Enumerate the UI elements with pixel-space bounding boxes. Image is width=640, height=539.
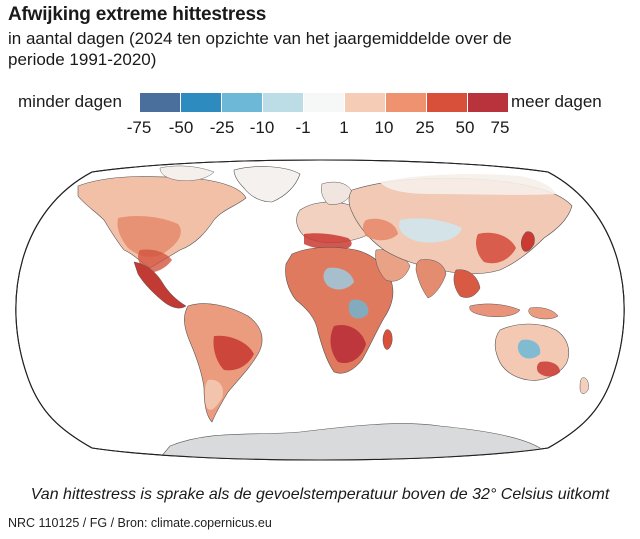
central-america <box>133 261 187 309</box>
legend-tick: 1 <box>339 118 349 137</box>
legend-tick: 25 <box>415 118 435 137</box>
legend-tick: -75 <box>126 118 152 137</box>
legend-swatch-5 <box>304 93 344 112</box>
africa <box>285 247 394 374</box>
legend-label-less: minder dagen <box>18 92 122 111</box>
africa-south-hot <box>330 324 366 364</box>
legend-swatches <box>140 93 509 112</box>
arctic-islands <box>159 165 215 181</box>
africa-cool-2 <box>348 299 369 319</box>
southeast-asia <box>453 269 481 298</box>
legend-swatch-9 <box>468 93 508 112</box>
legend-swatch-1 <box>140 93 180 112</box>
australia-cool <box>517 339 541 359</box>
legend-tick: -10 <box>249 118 275 137</box>
asia-cool <box>398 218 462 243</box>
legend-swatch-8 <box>427 93 467 112</box>
south-america-south <box>204 379 224 410</box>
source-credit: NRC 110125 / FG / Bron: climate.copernic… <box>8 516 272 530</box>
legend-tick: -50 <box>168 118 194 137</box>
japan <box>520 231 535 252</box>
legend-tick: -1 <box>295 118 311 137</box>
map-subtitle: in aantal dagen (2024 ten opzichte van h… <box>8 29 512 69</box>
madagascar <box>382 329 393 350</box>
legend-swatch-3 <box>222 93 262 112</box>
legend-label-more: meer dagen <box>511 92 602 111</box>
scandinavia <box>321 181 353 205</box>
legend-swatch-4 <box>263 93 303 112</box>
legend-tick: 75 <box>490 118 510 137</box>
legend-swatch-6 <box>345 93 385 112</box>
legend-swatch-7 <box>386 93 426 112</box>
legend-ticks: -75 -50 -25 -10 -1 1 10 25 50 75 <box>0 118 640 138</box>
north-america-hot <box>117 216 181 257</box>
map-title: Afwijking extreme hittestress <box>8 4 267 25</box>
legend-tick: 10 <box>374 118 394 137</box>
legend-tick: -25 <box>209 118 235 137</box>
asia-hot-east <box>476 232 516 264</box>
new-guinea <box>528 307 559 320</box>
europe-south <box>304 233 352 250</box>
color-legend: minder dagen meer dagen -75 -50 -25 -10 … <box>0 92 640 142</box>
siberia-north <box>380 174 556 195</box>
footnote: Van hittestress is sprake als de gevoels… <box>30 486 610 503</box>
asia-hot-west <box>363 218 398 241</box>
greenland <box>233 166 301 203</box>
australia-hot <box>536 361 560 377</box>
india <box>415 259 447 299</box>
globe-border <box>15 159 625 461</box>
south-america-hot <box>213 335 254 371</box>
indonesia <box>469 303 521 317</box>
africa-cool <box>323 267 354 290</box>
world-map <box>15 159 625 461</box>
legend-swatch-2 <box>181 93 221 112</box>
legend-tick: 50 <box>455 118 475 137</box>
new-zealand <box>579 377 589 394</box>
